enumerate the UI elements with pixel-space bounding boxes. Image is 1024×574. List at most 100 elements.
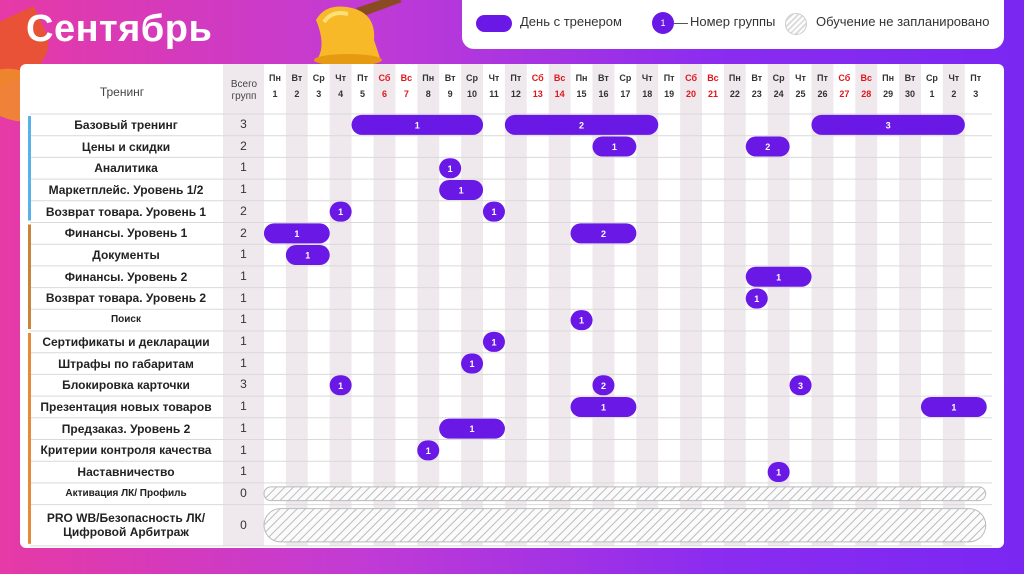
day-number: 22 <box>729 89 740 99</box>
training-day-bar[interactable] <box>570 223 637 244</box>
training-name: Поиск <box>30 309 222 331</box>
group-number-label: 1 <box>294 229 299 239</box>
training-day-bar[interactable] <box>329 375 352 396</box>
day-number: 4 <box>338 89 344 99</box>
weekday-label: Вс <box>860 73 872 83</box>
group-number-label: 2 <box>765 142 770 152</box>
training-name: Возврат товара. Уровень 2 <box>30 288 222 310</box>
weekday-label: Пт <box>970 73 982 83</box>
day-column-stripe <box>329 64 352 546</box>
weekday-label: Пн <box>422 73 435 83</box>
group-number-label: 2 <box>579 120 584 130</box>
training-day-bar[interactable] <box>504 114 659 135</box>
day-number: 3 <box>316 89 322 99</box>
training-day-bar[interactable] <box>439 179 484 200</box>
day-number: 25 <box>795 89 806 99</box>
training-name: Маркетплейс. Уровень 1/2 <box>30 179 222 201</box>
training-day-bar[interactable] <box>745 288 768 309</box>
total-groups-value: 1 <box>240 399 247 414</box>
training-day-bar[interactable] <box>417 440 440 461</box>
bell-icon <box>314 0 402 64</box>
training-day-bar[interactable] <box>351 114 484 135</box>
training-name: Штрафы по габаритам <box>30 353 222 375</box>
training-name-line: Активация ЛК/ Профиль <box>65 487 187 499</box>
day-column-stripe <box>855 64 878 546</box>
training-day-bar[interactable] <box>789 375 812 396</box>
training-day-bar[interactable] <box>570 396 637 417</box>
day-column-stripe <box>723 64 746 546</box>
training-day-bar[interactable] <box>920 396 987 417</box>
day-number: 2 <box>951 89 957 99</box>
day-column-stripe <box>942 64 965 546</box>
group-number-label: 1 <box>491 207 496 217</box>
section-accent <box>28 116 31 221</box>
weekday-label: Чт <box>335 73 346 83</box>
training-name-line: Цифровой Арбитраж <box>63 525 189 540</box>
training-day-bar[interactable] <box>570 310 593 331</box>
total-groups-value: 2 <box>240 225 247 240</box>
training-name: Цены и скидки <box>30 136 222 158</box>
group-number-label: 1 <box>305 251 310 261</box>
training-day-bar[interactable] <box>482 201 505 222</box>
training-day-bar[interactable] <box>263 223 330 244</box>
total-groups-value: 1 <box>240 355 247 370</box>
group-number-label: 1 <box>754 294 759 304</box>
day-number: 3 <box>973 89 979 99</box>
training-name: Базовый тренинг <box>30 114 222 136</box>
weekday-label: Сб <box>378 73 391 83</box>
weekday-label: Сб <box>838 73 851 83</box>
weekday-label: Вт <box>904 73 916 83</box>
weekday-label: Пн <box>728 73 741 83</box>
weekday-label: Сб <box>685 73 698 83</box>
group-number-label: 3 <box>798 381 803 391</box>
training-day-bar[interactable] <box>329 201 352 222</box>
day-number: 5 <box>360 89 366 99</box>
day-column-stripe <box>504 64 527 546</box>
training-name-line: Презентация новых товаров <box>40 399 212 414</box>
weekday-label: Сб <box>531 73 544 83</box>
weekday-label: Чт <box>641 73 653 83</box>
training-day-bar[interactable] <box>811 114 965 135</box>
training-day-bar[interactable] <box>461 353 484 374</box>
training-name-line: Возврат товара. Уровень 2 <box>45 291 207 306</box>
day-number: 26 <box>817 89 828 99</box>
group-number-swatch: 1 <box>652 12 674 34</box>
weekday-label: Вт <box>291 73 303 83</box>
page-title: Сентябрь <box>26 8 213 50</box>
training-name: Возврат товара. Уровень 1 <box>30 201 222 223</box>
weekday-label: Пт <box>510 73 522 83</box>
day-number: 19 <box>664 89 675 99</box>
training-name: Аналитика <box>30 157 222 179</box>
group-number-label: 1 <box>415 120 420 130</box>
day-number: 27 <box>839 89 850 99</box>
weekday-label: Ср <box>619 73 632 83</box>
training-day-bar[interactable] <box>439 418 505 439</box>
weekday-label: Вт <box>598 73 609 83</box>
group-number-label: 1 <box>338 207 343 217</box>
weekday-label: Пн <box>575 73 588 83</box>
weekday-label: Чт <box>488 73 500 83</box>
training-day-bar[interactable] <box>592 136 637 157</box>
training-day-bar[interactable] <box>482 331 505 352</box>
training-day-bar[interactable] <box>439 158 462 179</box>
training-name: PRO WB/Безопасность ЛК/Цифровой Арбитраж <box>30 505 222 546</box>
total-groups-value: 3 <box>240 377 247 392</box>
legend: День с тренером 1 Номер группы Обучение … <box>462 0 1004 49</box>
legend-group-number: Номер группы <box>690 14 776 29</box>
training-name: Предзаказ. Уровень 2 <box>30 418 222 440</box>
day-column-stripe <box>417 64 440 546</box>
training-day-bar[interactable] <box>285 245 330 266</box>
training-day-bar[interactable] <box>745 266 812 287</box>
section-accent <box>28 333 31 544</box>
training-day-bar[interactable] <box>767 462 790 483</box>
group-number-label: 1 <box>448 164 453 174</box>
training-name: Документы <box>30 244 222 266</box>
training-name-line: PRO WB/Безопасность ЛК/ <box>46 511 206 526</box>
header-total-groups: Всего групп <box>230 79 258 102</box>
day-column-stripe <box>285 64 308 546</box>
day-number: 2 <box>294 89 300 99</box>
training-day-bar[interactable] <box>745 136 790 157</box>
training-day-bar[interactable] <box>592 375 615 396</box>
day-column-stripe <box>592 64 615 546</box>
day-number: 14 <box>554 89 565 99</box>
